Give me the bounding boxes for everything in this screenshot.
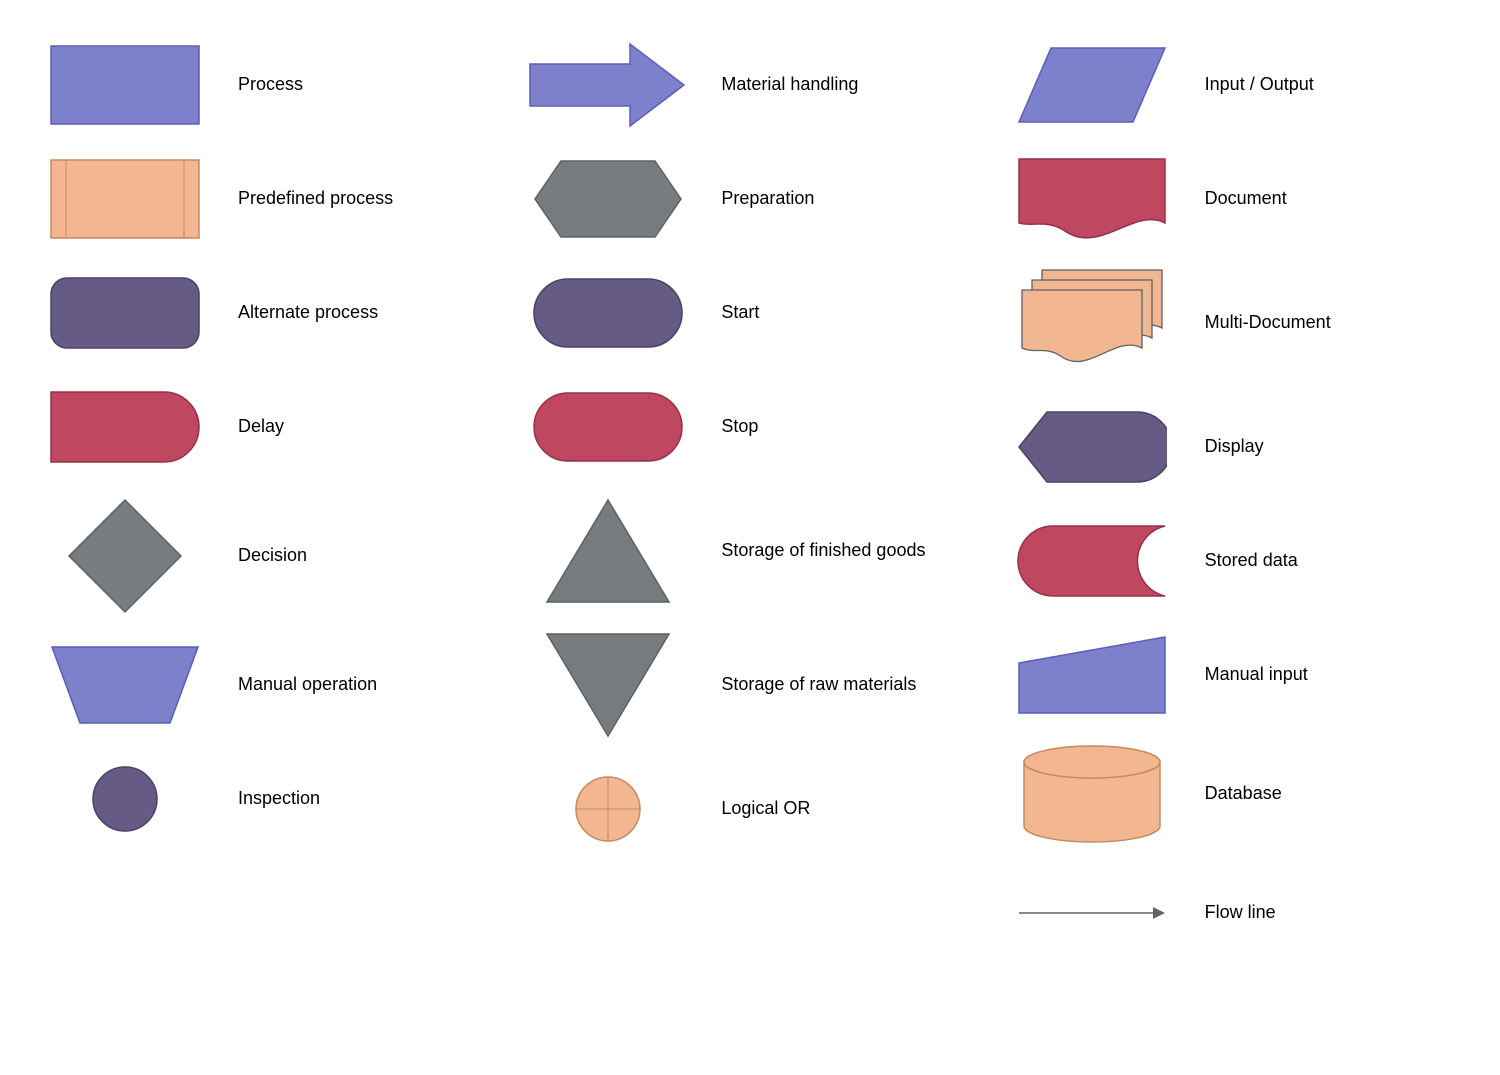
manual-op-label: Manual operation (238, 673, 377, 696)
material-hand-shape-icon (523, 40, 693, 130)
legend-item-inspection: Inspection (40, 754, 493, 844)
start-shape-icon (523, 268, 693, 358)
decision-shape-icon (40, 496, 210, 616)
legend-item-multi-doc: Multi-Document (1007, 268, 1460, 378)
stop-label: Stop (721, 415, 758, 438)
legend-item-document: Document (1007, 154, 1460, 244)
delay-label: Delay (238, 415, 284, 438)
legend-item-predef-process: Predefined process (40, 154, 493, 244)
database-label: Database (1205, 782, 1282, 805)
legend-column-1: Material handling Preparation Start Stop Sto… (523, 40, 976, 958)
logical-or-shape-icon (523, 764, 693, 854)
legend-item-process: Process (40, 40, 493, 130)
legend-item-preparation: Preparation (523, 154, 976, 244)
legend-item-alt-process: Alternate process (40, 268, 493, 358)
inspection-shape-icon (40, 754, 210, 844)
flowchart-legend-grid: Process Predefined process Alternate proc… (40, 40, 1460, 958)
legend-item-manual-op: Manual operation (40, 640, 493, 730)
preparation-shape-icon (523, 154, 693, 244)
stored-data-shape-icon (1007, 516, 1177, 606)
legend-item-stored-data: Stored data (1007, 516, 1460, 606)
legend-item-input-output: Input / Output (1007, 40, 1460, 130)
store-raw-shape-icon (523, 630, 693, 740)
database-shape-icon (1007, 744, 1177, 844)
legend-column-2: Input / Output Document Multi-Document Dis… (1007, 40, 1460, 958)
manual-input-label: Manual input (1205, 663, 1308, 686)
multi-doc-label: Multi-Document (1205, 311, 1331, 334)
store-finished-shape-icon (523, 496, 693, 606)
document-shape-icon (1007, 154, 1177, 244)
document-label: Document (1205, 187, 1287, 210)
legend-item-decision: Decision (40, 496, 493, 616)
legend-item-flow-line: Flow line (1007, 868, 1460, 958)
legend-item-database: Database (1007, 744, 1460, 844)
flow-line-shape-icon (1007, 868, 1177, 958)
legend-item-manual-input: Manual input (1007, 630, 1460, 720)
store-finished-label: Storage of finished goods (721, 539, 925, 562)
input-output-label: Input / Output (1205, 73, 1314, 96)
alt-process-shape-icon (40, 268, 210, 358)
stop-shape-icon (523, 382, 693, 472)
legend-item-start: Start (523, 268, 976, 358)
legend-item-display: Display (1007, 402, 1460, 492)
manual-op-shape-icon (40, 640, 210, 730)
logical-or-label: Logical OR (721, 797, 810, 820)
store-raw-label: Storage of raw materials (721, 673, 916, 696)
legend-item-stop: Stop (523, 382, 976, 472)
flow-line-label: Flow line (1205, 901, 1276, 924)
delay-shape-icon (40, 382, 210, 472)
legend-item-store-raw: Storage of raw materials (523, 630, 976, 740)
legend-item-store-finished: Storage of finished goods (523, 496, 976, 606)
predef-process-label: Predefined process (238, 187, 393, 210)
legend-column-0: Process Predefined process Alternate proc… (40, 40, 493, 958)
manual-input-shape-icon (1007, 630, 1177, 720)
display-shape-icon (1007, 402, 1177, 492)
alt-process-label: Alternate process (238, 301, 378, 324)
legend-item-delay: Delay (40, 382, 493, 472)
legend-item-logical-or: Logical OR (523, 764, 976, 854)
inspection-label: Inspection (238, 787, 320, 810)
stored-data-label: Stored data (1205, 549, 1298, 572)
process-label: Process (238, 73, 303, 96)
start-label: Start (721, 301, 759, 324)
decision-label: Decision (238, 544, 307, 567)
input-output-shape-icon (1007, 40, 1177, 130)
predef-process-shape-icon (40, 154, 210, 244)
display-label: Display (1205, 435, 1264, 458)
preparation-label: Preparation (721, 187, 814, 210)
multi-doc-shape-icon (1007, 268, 1177, 378)
legend-item-material-hand: Material handling (523, 40, 976, 130)
material-hand-label: Material handling (721, 73, 858, 96)
process-shape-icon (40, 40, 210, 130)
